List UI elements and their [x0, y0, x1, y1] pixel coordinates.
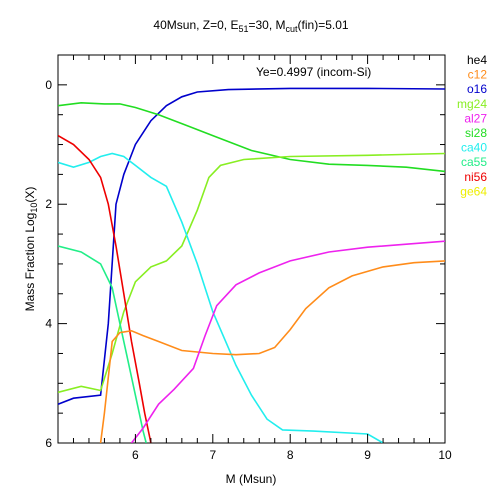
legend-item-al27: al27 — [464, 111, 487, 125]
legend-item-mg24: mg24 — [457, 97, 487, 111]
legend-item-ca40: ca40 — [461, 141, 487, 155]
y-tick-label: 4 — [45, 317, 52, 331]
series-line-ca55 — [58, 245, 147, 443]
y-tick-label: 2 — [45, 197, 52, 211]
y-axis-label: Mass Fraction Log10(X) — [23, 187, 39, 312]
series-line-ca40 — [58, 152, 384, 443]
y-tick-label: 6 — [45, 436, 52, 450]
legend-item-ni56: ni56 — [464, 170, 487, 184]
legend-item-ca55: ca55 — [461, 155, 487, 169]
y-tick-label: 0 — [45, 78, 52, 92]
legend-item-o16: o16 — [467, 82, 487, 96]
x-tick-label: 10 — [438, 448, 452, 462]
ticks-layer: 6 7 8 9 10 0 2 4 6 — [45, 54, 452, 462]
legend-item-ge64: ge64 — [460, 184, 487, 198]
series-line-si28 — [58, 101, 445, 173]
ye-annotation: Ye=0.4997 (incom-Si) — [256, 65, 371, 79]
series-line-ni56 — [58, 134, 152, 443]
chart-title: 40Msun, Z=0, E51=30, Mcut(fin)=5.01 — [153, 18, 348, 34]
series-line-o16 — [58, 87, 445, 405]
x-axis-label: M (Msun) — [226, 472, 277, 486]
legend-item-c12: c12 — [468, 68, 488, 82]
series-layer — [58, 87, 445, 443]
x-tick-label: 6 — [132, 448, 139, 462]
plot-frame — [57, 54, 446, 444]
series-line-al27 — [130, 240, 445, 443]
series-line-c12 — [99, 260, 445, 443]
series-line-mg24 — [58, 152, 445, 394]
x-tick-label: 9 — [364, 448, 371, 462]
x-tick-label: 7 — [209, 448, 216, 462]
legend-item-he4: he4 — [467, 53, 487, 67]
x-tick-label: 8 — [287, 448, 294, 462]
legend-item-si28: si28 — [465, 126, 487, 140]
